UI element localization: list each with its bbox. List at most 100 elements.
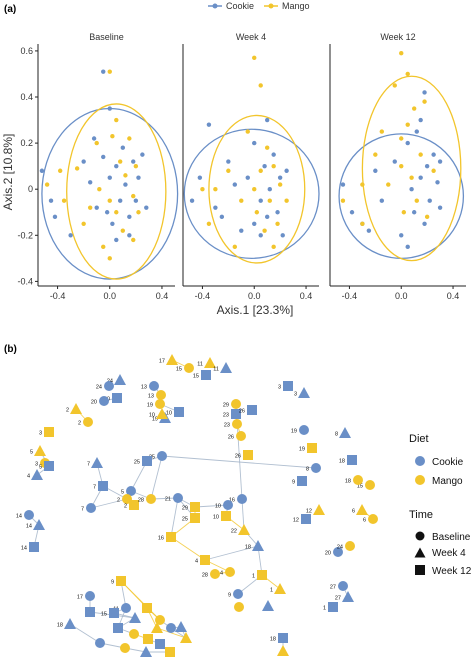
node-label: 25 [182, 517, 188, 523]
network-node [85, 607, 95, 617]
node-label: 26 [239, 409, 245, 415]
legend-time-baseline-label: Baseline [432, 532, 471, 543]
point-cookie [48, 198, 54, 203]
node-shape-triangle [166, 354, 178, 365]
point-cookie [280, 233, 285, 238]
point-mango [284, 198, 289, 203]
point-mango [206, 221, 212, 226]
point-cookie [284, 168, 289, 173]
network-node: 1 [323, 602, 338, 612]
point-mango [399, 163, 404, 169]
node-label: 7 [87, 462, 90, 468]
legend-time-title: Time [409, 509, 433, 521]
network-node: 1 [252, 570, 267, 580]
node-shape-square [142, 456, 152, 466]
node-shape-triangle [204, 357, 216, 368]
point-cookie [252, 221, 257, 226]
point-cookie [127, 233, 132, 238]
node-label: 28 [138, 498, 144, 504]
point-mango [360, 182, 365, 187]
network-node: 20 [91, 396, 109, 406]
point-mango [399, 136, 404, 141]
node-shape-square [85, 607, 95, 617]
node-label: 12 [306, 509, 312, 515]
node-label: 7 [93, 485, 96, 491]
network-node: 4 [195, 555, 210, 565]
network-node: 2 [78, 417, 93, 427]
ellipse-cookie [183, 128, 320, 259]
point-mango [127, 136, 132, 141]
node-label: 28 [202, 573, 208, 579]
point-mango [424, 214, 430, 220]
point-cookie [409, 187, 414, 192]
node-shape-triangle [356, 504, 368, 515]
node-label: 25 [134, 460, 140, 466]
node-shape-circle [126, 486, 136, 496]
node-shape-square [200, 555, 210, 565]
network-node: 29 [223, 399, 241, 409]
node-label: 29 [182, 506, 188, 512]
point-cookie [87, 180, 93, 185]
node-shape-square [257, 570, 267, 580]
network-node [129, 612, 141, 623]
point-cookie [101, 69, 106, 74]
network-edge [170, 497, 179, 538]
node-shape-circle [149, 381, 159, 391]
node-shape-square [278, 633, 288, 643]
node-label: 21 [165, 497, 171, 503]
node-shape-square [29, 542, 39, 552]
node-shape-circle [210, 569, 220, 579]
node-label: 3 [294, 392, 297, 398]
network-node: 7 [81, 503, 96, 513]
node-label: 3 [39, 431, 42, 437]
point-cookie [392, 159, 397, 164]
node-shape-triangle [298, 387, 310, 398]
point-cookie [262, 163, 267, 169]
node-label: 6 [352, 509, 355, 515]
network-node: 27 [330, 581, 348, 591]
node-shape-triangle [114, 374, 126, 385]
node-shape-square [109, 608, 119, 618]
node-shape-square [44, 461, 54, 471]
point-mango [107, 198, 112, 203]
network-node: 17 [159, 354, 178, 365]
node-shape-triangle [151, 622, 163, 633]
point-mango [277, 182, 283, 187]
node-label: 26 [235, 454, 241, 460]
network-node [155, 639, 165, 649]
node-label: 18 [339, 459, 345, 465]
node-shape-square [231, 409, 241, 419]
node-label: 16 [158, 536, 164, 542]
point-cookie [144, 205, 149, 210]
network-node: 2 [124, 500, 139, 510]
y-tick-label: 0.2 [20, 138, 33, 148]
point-cookie [271, 152, 276, 157]
point-cookie [411, 210, 417, 215]
node-shape-triangle [262, 600, 274, 611]
point-cookie [366, 228, 372, 233]
network-node: 14 [16, 510, 34, 520]
point-cookie [226, 159, 231, 164]
network-node [140, 646, 152, 657]
node-label: 9 [228, 593, 231, 599]
node-shape-circle [121, 603, 131, 613]
point-mango [409, 175, 414, 180]
point-cookie [206, 122, 212, 127]
legend-baseline-shape [415, 531, 425, 541]
network-node: 11 [197, 357, 216, 368]
node-shape-circle [237, 494, 247, 504]
point-mango [74, 166, 80, 171]
node-shape-square [166, 532, 176, 542]
legend-diet-mango-label: Mango [432, 476, 463, 487]
node-label: 5 [121, 490, 124, 496]
node-label: 27 [335, 596, 341, 602]
point-mango [232, 244, 238, 250]
legend-mango-swatch [268, 3, 274, 9]
node-label: 27 [330, 585, 336, 591]
point-mango [267, 198, 272, 203]
facet-title: Week 4 [236, 32, 266, 42]
point-cookie [107, 175, 112, 180]
point-mango [252, 55, 257, 61]
network-node: 16 [229, 494, 247, 504]
network-node [165, 647, 175, 657]
